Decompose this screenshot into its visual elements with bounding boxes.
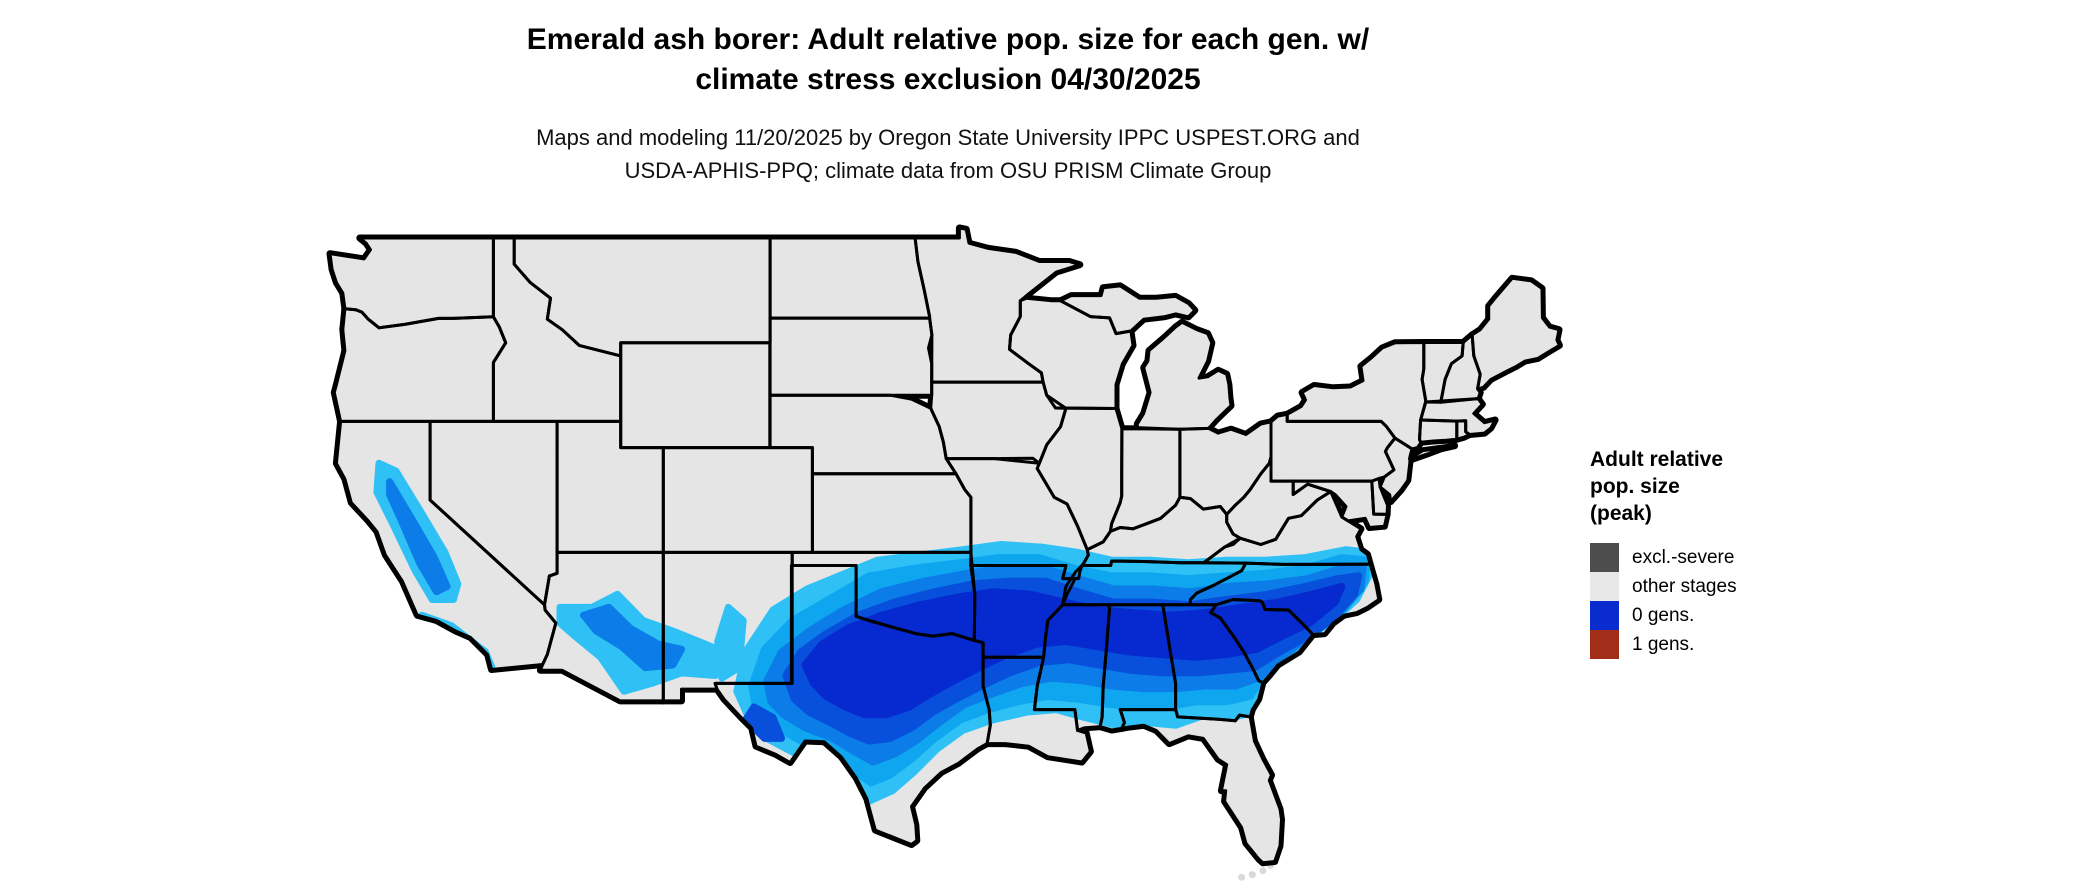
legend-item-label: excl.-severe xyxy=(1632,546,1735,568)
legend-item-0-gens: 0 gens. xyxy=(1590,601,1870,630)
page-subtitle: Maps and modeling 11/20/2025 by Oregon S… xyxy=(0,121,1896,187)
legend-item-excl-severe: excl.-severe xyxy=(1590,543,1870,572)
zero-gens-swatch xyxy=(1590,601,1619,630)
legend-title: Adult relative pop. size (peak) xyxy=(1590,446,1870,527)
legend-title-line-1: Adult relative xyxy=(1590,448,1724,471)
legend-title-line-3: (peak) xyxy=(1590,502,1652,525)
legend-title-line-2: pop. size xyxy=(1590,475,1680,498)
page-title: Emerald ash borer: Adult relative pop. s… xyxy=(0,20,1896,100)
title-line-2: climate stress exclusion 04/30/2025 xyxy=(695,63,1201,96)
excl-severe-swatch xyxy=(1590,543,1619,572)
title-line-1: Emerald ash borer: Adult relative pop. s… xyxy=(526,23,1370,56)
legend-items: excl.-severe other stages 0 gens. 1 gens… xyxy=(1590,543,1870,659)
legend-item-label: 1 gens. xyxy=(1632,633,1695,655)
legend-item-other-stages: other stages xyxy=(1590,572,1870,601)
subtitle-line-2: USDA-APHIS-PPQ; climate data from OSU PR… xyxy=(624,158,1272,183)
legend: Adult relative pop. size (peak) excl.-se… xyxy=(1590,446,1870,659)
one-gens-swatch xyxy=(1590,630,1619,659)
legend-item-label: other stages xyxy=(1632,575,1737,597)
other-stages-swatch xyxy=(1590,572,1619,601)
legend-item-label: 0 gens. xyxy=(1632,604,1695,626)
subtitle-line-1: Maps and modeling 11/20/2025 by Oregon S… xyxy=(536,125,1360,150)
header: Emerald ash borer: Adult relative pop. s… xyxy=(0,20,1896,187)
legend-item-1-gens: 1 gens. xyxy=(1590,630,1870,659)
